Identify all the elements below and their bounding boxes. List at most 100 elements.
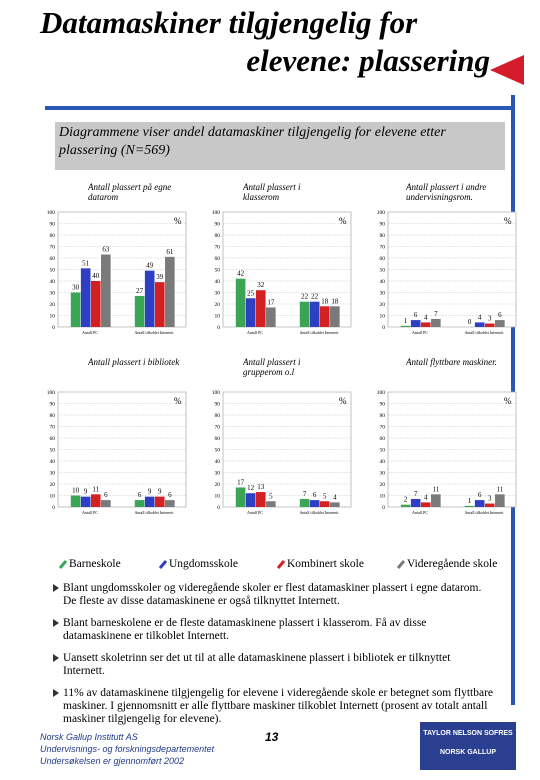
panel-title-box: Antall plassert på egne datarom — [88, 182, 172, 202]
y-tick-label: 0 — [382, 325, 385, 331]
y-tick-label: 100 — [47, 210, 56, 216]
y-tick-label: 100 — [212, 210, 221, 216]
x-tick-label: Antall PC — [412, 510, 428, 515]
bar — [90, 281, 101, 327]
value-label: 5 — [269, 492, 273, 500]
footer-line: Undersøkelsen er gjennomført 2002 — [40, 756, 185, 766]
y-tick-label: 80 — [215, 233, 221, 239]
value-label: 11 — [496, 485, 503, 493]
bar — [255, 492, 266, 507]
y-tick-label: 90 — [50, 222, 56, 228]
value-label: 4 — [333, 493, 337, 501]
value-label: 0 — [468, 318, 472, 326]
y-tick-label: 70 — [380, 425, 386, 431]
y-tick-label: 60 — [50, 256, 56, 262]
value-label: 5 — [323, 492, 327, 500]
panel-title-box: Antall plassert i bibliotek — [88, 357, 180, 367]
panel-title-box: Antall plassert i andre undervisningsrom… — [406, 182, 486, 202]
y-tick-label: 20 — [50, 302, 56, 308]
y-tick-label: 0 — [52, 505, 55, 511]
y-tick-label: 50 — [215, 448, 221, 454]
value-label: 49 — [146, 262, 154, 270]
x-tick-label: Antall PC — [82, 330, 98, 335]
x-tick-label: Antall tilkoblet Internett — [135, 330, 175, 335]
bar — [400, 325, 411, 327]
y-tick-label: 0 — [382, 505, 385, 511]
y-unit: % — [339, 396, 347, 406]
y-tick-label: 100 — [47, 390, 56, 396]
value-label: 7 — [303, 490, 307, 498]
bar — [309, 301, 320, 327]
bar — [410, 320, 421, 327]
bar — [154, 496, 165, 507]
value-label: 4 — [424, 493, 428, 501]
y-tick-label: 0 — [52, 325, 55, 331]
y-tick-label: 30 — [50, 471, 56, 477]
y-unit: % — [339, 216, 347, 226]
y-tick-label: 20 — [380, 302, 386, 308]
panel-title: Antall plassert i bibliotek — [88, 357, 180, 367]
bar — [235, 278, 246, 327]
page-number: 13 — [265, 730, 279, 744]
legend-label: Kombinert skole — [287, 558, 364, 570]
y-unit: % — [174, 396, 182, 406]
y-tick-label: 30 — [215, 291, 221, 297]
bar — [400, 504, 411, 507]
y-tick-label: 40 — [380, 279, 386, 285]
y-unit: % — [504, 216, 512, 226]
y-tick-label: 20 — [215, 482, 221, 488]
bar — [134, 500, 145, 507]
x-tick-label: Antall tilkoblet Internett — [465, 330, 505, 335]
y-unit: % — [174, 216, 182, 226]
value-label: 51 — [82, 259, 90, 267]
bar — [420, 322, 431, 327]
value-label: 42 — [237, 270, 245, 278]
footer-line: Undervisnings- og forskningsdepartemente… — [40, 744, 215, 754]
value-label: 9 — [158, 488, 162, 496]
bullet: 11% av datamaskinene tilgjengelig for el… — [53, 687, 495, 726]
y-tick-label: 10 — [215, 314, 221, 320]
bar — [495, 494, 505, 507]
value-label: 63 — [102, 246, 110, 254]
value-label: 6 — [313, 491, 317, 499]
logo-text: NORSK GALLUP — [440, 749, 496, 756]
x-tick-label: Antall tilkoblet Internett — [465, 510, 505, 515]
y-tick-label: 0 — [217, 505, 220, 511]
y-tick-label: 90 — [215, 222, 221, 228]
x-tick-label: Antall tilkoblet Internett — [300, 510, 340, 515]
value-label: 3 — [488, 315, 492, 323]
y-tick-label: 40 — [50, 459, 56, 465]
slide-title: Datamaskiner tilgjengelig for elevene: p… — [40, 4, 490, 80]
value-label: 12 — [247, 484, 255, 492]
y-tick-label: 80 — [50, 413, 56, 419]
bar — [420, 502, 431, 507]
y-tick-label: 80 — [50, 233, 56, 239]
value-label: 6 — [478, 491, 482, 499]
value-label: 7 — [434, 310, 438, 318]
x-tick-label: Antall PC — [247, 330, 263, 335]
y-tick-label: 0 — [217, 325, 220, 331]
y-tick-label: 60 — [380, 436, 386, 442]
y-tick-label: 90 — [215, 402, 221, 408]
legend-swatch — [58, 560, 68, 569]
value-label: 17 — [237, 478, 245, 486]
legend-swatch — [158, 560, 168, 569]
value-label: 17 — [267, 298, 275, 306]
bar — [431, 318, 441, 327]
footer: Norsk Gallup Institutt AS Undervisnings-… — [40, 731, 214, 767]
panel-title: Antall plassert på egne datarom — [88, 182, 172, 202]
value-label: 30 — [72, 284, 80, 292]
value-label: 18 — [331, 297, 339, 305]
bar — [134, 295, 145, 327]
y-tick-label: 50 — [50, 268, 56, 274]
value-label: 61 — [166, 248, 174, 256]
y-tick-label: 20 — [50, 482, 56, 488]
value-label: 7 — [414, 490, 418, 498]
value-label: 10 — [72, 487, 80, 495]
y-tick-label: 20 — [380, 482, 386, 488]
value-label: 1 — [468, 497, 472, 505]
legend-swatch — [396, 560, 406, 569]
legend-label: Barneskole — [69, 558, 121, 570]
bar — [80, 268, 91, 327]
